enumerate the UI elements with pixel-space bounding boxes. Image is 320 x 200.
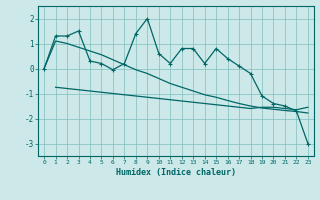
X-axis label: Humidex (Indice chaleur): Humidex (Indice chaleur) bbox=[116, 168, 236, 177]
